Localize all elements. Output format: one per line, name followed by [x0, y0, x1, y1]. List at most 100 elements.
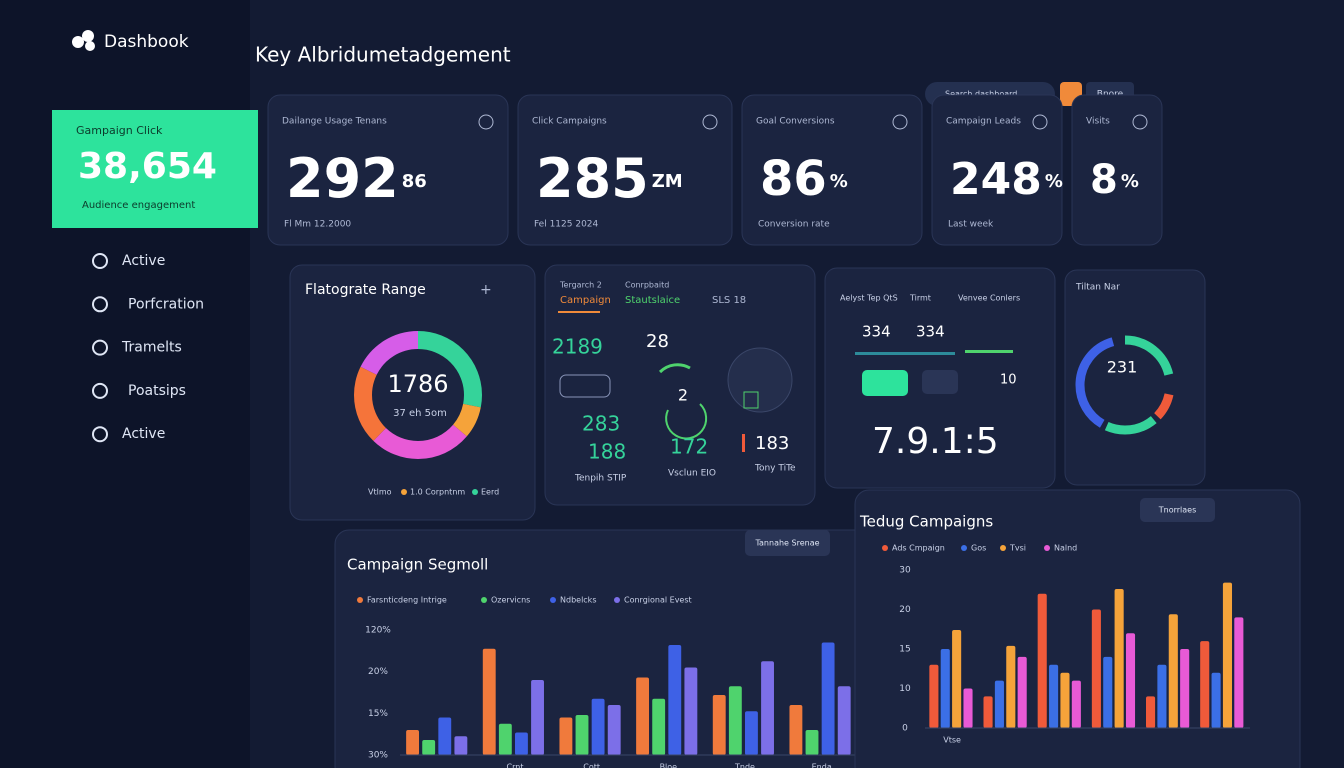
y-axis-label: 15 [899, 645, 910, 655]
highlight-value: 38,654 [78, 146, 217, 187]
gauge-arc [665, 403, 708, 440]
kpi-unit: 86 [402, 171, 427, 192]
nav-icon [92, 426, 108, 443]
kpi-number: 8 [1090, 157, 1118, 203]
tab-underline [558, 311, 600, 313]
metric-value: 2189 [552, 335, 603, 359]
legend-label: Ozervicns [491, 596, 530, 605]
kpi-card [267, 94, 509, 246]
expand-icon[interactable]: + [480, 282, 492, 298]
kpi-value: 285 ZM [536, 147, 683, 210]
logo-dot [72, 36, 84, 48]
x-tick-label: Vtse [943, 736, 961, 745]
tab[interactable]: SLS 18 [712, 295, 746, 306]
ring [1075, 335, 1175, 435]
bar [668, 645, 682, 755]
bar [575, 715, 589, 755]
legend-swatch [614, 597, 620, 603]
bar [1234, 617, 1244, 728]
legend-swatch [961, 545, 967, 551]
bar [1146, 696, 1156, 728]
y-axis-label: 30 [899, 566, 911, 576]
legend-label: Ads Cmpaign [892, 544, 945, 553]
bar [1037, 593, 1047, 728]
progress-bar [965, 350, 1013, 353]
metric-caption: Tenpih STIP [574, 474, 627, 484]
tab[interactable]: Stautslaice [625, 295, 680, 306]
bar [821, 642, 835, 755]
kpi-label: Visits [1086, 117, 1110, 127]
donut-card [289, 264, 536, 521]
chart-button[interactable] [745, 530, 830, 556]
kpi-icon [1132, 114, 1148, 130]
x-tick-label: Tnde [734, 763, 755, 768]
bar [1222, 582, 1233, 728]
bar [1114, 588, 1124, 728]
search-text: Search dashboard [945, 90, 1017, 99]
legend-swatch [1044, 545, 1050, 551]
legend-label: Tvsi [1009, 544, 1026, 553]
bar [837, 686, 851, 755]
metric-value: 2 [678, 386, 688, 405]
legend-label: Gos [971, 544, 986, 553]
chart-button[interactable] [1140, 498, 1215, 522]
progress-bar [855, 352, 955, 355]
legend-swatch [550, 597, 556, 603]
nav-icon [92, 339, 108, 356]
bar [1071, 680, 1081, 728]
nav-item[interactable]: Active [122, 426, 165, 442]
kpi-caption: Conversion rate [758, 220, 830, 230]
x-tick-label: Bloe [660, 763, 678, 768]
nav-item[interactable]: Active [122, 253, 165, 269]
legend-label: Conrgional Evest [624, 596, 692, 605]
live-button[interactable] [862, 370, 908, 396]
gauge-icon [559, 374, 611, 398]
ring-arc [1075, 335, 1175, 435]
y-axis-label: 10 [899, 684, 911, 694]
stats-value: 10 [1000, 373, 1017, 388]
stats-value: 334 [862, 323, 891, 341]
kpi-unit: ZM [652, 171, 683, 192]
nav-item[interactable]: Poatsips [128, 383, 186, 399]
bar [789, 705, 803, 755]
donut-sub: 37 eh 5om [393, 408, 447, 419]
ring-arc [1075, 335, 1175, 435]
y-axis-label: 20% [368, 667, 388, 677]
ring-center: 231 [1107, 358, 1138, 377]
metric-value: 188 [588, 440, 626, 464]
bar [1017, 656, 1027, 728]
page-title: Key Albridumetadgement [255, 43, 511, 67]
metric-caption: Tony TiTe [754, 464, 796, 474]
bar [652, 698, 666, 755]
toggle-button[interactable] [922, 370, 958, 394]
kpi-label: Dailange Usage Tenans [282, 117, 387, 127]
nav-item[interactable]: Porfcration [128, 296, 204, 312]
kpi-icon [702, 114, 718, 130]
bar [1211, 672, 1221, 728]
kpi-label: Goal Conversions [756, 117, 835, 127]
bar [1125, 633, 1136, 728]
ring-card [1064, 269, 1206, 486]
bar [1060, 672, 1070, 728]
metric-value: 28 [646, 331, 669, 352]
bar [745, 711, 758, 755]
bar [983, 696, 993, 728]
donut-legend: Eerd [481, 488, 499, 497]
nav-icon [92, 296, 108, 313]
kpi-caption: Fl Mm 12.2000 [284, 220, 351, 230]
ring-arc [1075, 335, 1175, 435]
legend-label: Nalnd [1054, 544, 1077, 553]
donut-arc [354, 331, 482, 459]
metric-value: 283 [582, 412, 620, 436]
kpi-number: 285 [536, 147, 649, 210]
nav-item[interactable]: Tramelts [121, 340, 182, 356]
kpi-unit: % [830, 171, 848, 192]
gauge-dial [727, 347, 793, 413]
tab[interactable]: Campaign [560, 295, 611, 306]
highlight-card [52, 110, 258, 228]
legend-swatch [357, 597, 363, 603]
y-axis-label: 30% [368, 751, 388, 761]
ring-title: Tiltan Nar [1075, 283, 1120, 293]
